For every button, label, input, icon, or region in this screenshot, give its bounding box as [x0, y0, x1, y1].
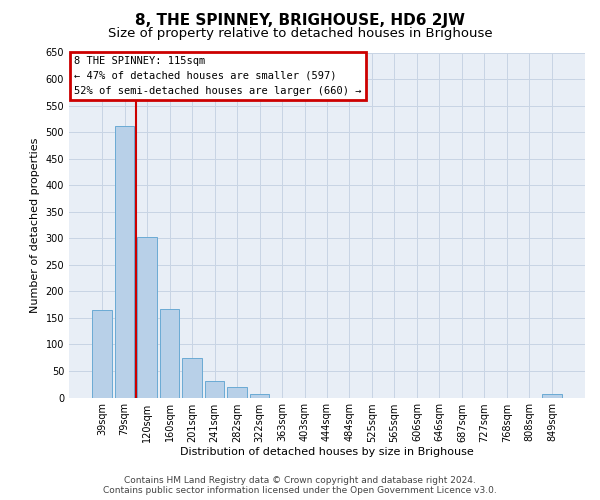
Bar	[160, 309, 179, 398]
Bar	[250, 394, 269, 398]
Bar	[137, 236, 157, 398]
Bar	[227, 388, 247, 398]
Text: Contains HM Land Registry data © Crown copyright and database right 2024.
Contai: Contains HM Land Registry data © Crown c…	[103, 476, 497, 495]
Text: 8, THE SPINNEY, BRIGHOUSE, HD6 2JW: 8, THE SPINNEY, BRIGHOUSE, HD6 2JW	[135, 12, 465, 28]
Bar	[182, 358, 202, 398]
Text: Size of property relative to detached houses in Brighouse: Size of property relative to detached ho…	[107, 28, 493, 40]
Text: 8 THE SPINNEY: 115sqm
← 47% of detached houses are smaller (597)
52% of semi-det: 8 THE SPINNEY: 115sqm ← 47% of detached …	[74, 56, 362, 96]
X-axis label: Distribution of detached houses by size in Brighouse: Distribution of detached houses by size …	[180, 448, 474, 458]
Bar	[92, 310, 112, 398]
Bar	[115, 126, 134, 398]
Bar	[205, 381, 224, 398]
Y-axis label: Number of detached properties: Number of detached properties	[30, 138, 40, 312]
Bar	[542, 394, 562, 398]
